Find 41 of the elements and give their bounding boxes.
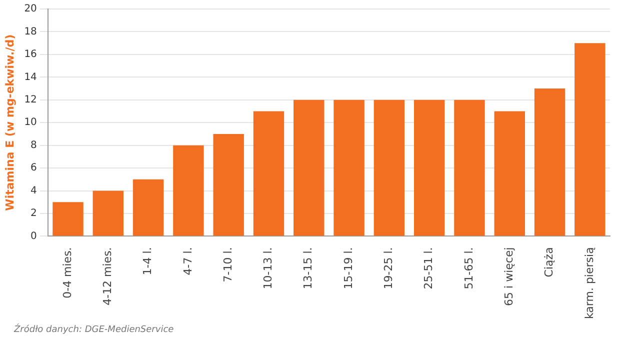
x-tick-label: 4-7 l. (181, 247, 194, 276)
x-tick-label: 0-4 mies. (60, 247, 74, 298)
x-tick-label: 15-19 l. (342, 247, 355, 290)
bar (454, 100, 485, 236)
bar (534, 88, 566, 236)
bar (334, 100, 364, 236)
bar (574, 43, 606, 236)
x-tick-label: 1-4 l. (141, 247, 154, 276)
x-tick-label: 51-65 l. (462, 247, 476, 290)
y-tick-label: 4 (30, 185, 37, 196)
y-tick-label: 10 (24, 117, 37, 128)
y-axis-title: Witamina E (w mg-ekwiw./d) (3, 34, 16, 211)
x-tick-label: 7-10 l. (221, 247, 234, 282)
y-tick-label: 2 (30, 208, 37, 220)
bar (92, 190, 124, 236)
bar (213, 134, 244, 236)
bar (132, 179, 164, 236)
y-tick-label: 6 (30, 162, 37, 174)
x-tick-label: karm. piersią (582, 246, 596, 319)
y-tick-label: 12 (24, 94, 37, 106)
y-tick-label: 18 (24, 26, 37, 38)
bar (173, 145, 204, 236)
bar (253, 111, 284, 236)
x-tick-label: 65 i więcej (502, 247, 516, 306)
y-tick-label: 20 (24, 4, 37, 15)
x-tick-label: 19-25 l. (382, 247, 396, 290)
x-tick-label: 10-13 l. (262, 247, 275, 290)
bar (494, 111, 525, 236)
text: Źródło danych: DGE-MedienService (14, 325, 174, 335)
x-tick-label: 25-51 l. (422, 247, 436, 290)
bar (52, 202, 84, 236)
x-tick-label: 4-12 mies. (101, 247, 114, 306)
x-tick-label: 13-15 l. (302, 247, 315, 290)
bar (294, 100, 324, 236)
y-tick-label: 14 (24, 72, 37, 83)
bar (374, 100, 405, 236)
y-tick-label: 8 (30, 140, 37, 151)
bar (414, 100, 445, 236)
y-tick-label: 16 (24, 49, 37, 60)
y-tick-label: 0 (30, 230, 37, 242)
x-tick-label: Ciąża (542, 247, 556, 278)
